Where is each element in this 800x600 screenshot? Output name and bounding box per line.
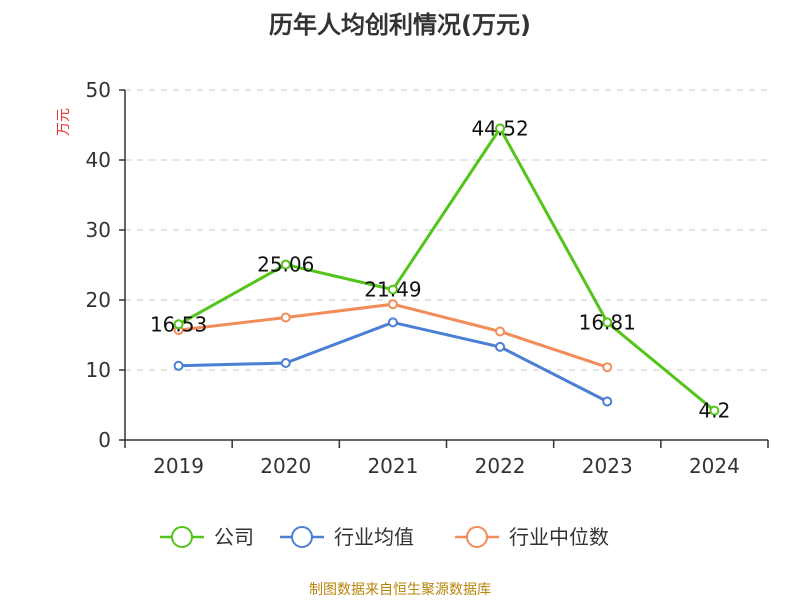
y-tick-label: 40 — [86, 148, 111, 172]
legend-item[interactable]: 行业均值 — [280, 525, 414, 549]
legend-item[interactable]: 行业中位数 — [455, 525, 609, 549]
data-point[interactable] — [495, 341, 506, 352]
legend-item[interactable]: 公司 — [160, 525, 254, 549]
legend-swatch-marker — [171, 526, 193, 548]
data-point[interactable] — [602, 396, 613, 407]
legend[interactable]: 公司 行业均值 行业中位数 — [160, 525, 609, 549]
y-tick-label: 10 — [86, 358, 111, 382]
data-point[interactable] — [495, 326, 506, 337]
data-label: 16.53 — [150, 312, 207, 336]
legend-label: 公司 — [214, 525, 254, 549]
y-tick-label: 50 — [86, 78, 111, 102]
data-point[interactable] — [495, 123, 506, 134]
legend-label: 行业均值 — [334, 525, 414, 549]
series-line — [177, 126, 716, 412]
source-note: 制图数据来自恒生聚源数据库 — [309, 582, 491, 598]
y-tick-label: 30 — [86, 218, 111, 242]
data-label: 4.2 — [699, 399, 731, 423]
legend-swatch-marker — [291, 526, 313, 548]
x-tick-label: 2022 — [475, 454, 526, 478]
data-point[interactable] — [280, 358, 291, 368]
y-tick-label: 20 — [86, 288, 111, 312]
x-tick-label: 2023 — [582, 454, 633, 478]
series-line — [178, 302, 608, 369]
data-labels: 16.53 25.06 21.49 44.52 16.81 4.2 — [150, 116, 730, 422]
data-point[interactable] — [387, 284, 398, 295]
data-point[interactable] — [709, 405, 720, 416]
grid-lines — [125, 89, 768, 371]
legend-label: 行业中位数 — [509, 525, 609, 549]
data-label: 21.49 — [364, 278, 421, 302]
y-axis-label: 万元 — [56, 108, 72, 136]
x-tick-label: 2019 — [153, 454, 204, 478]
x-tick-label: 2024 — [689, 454, 740, 478]
series-lines — [173, 123, 720, 416]
x-tick-label: 2020 — [260, 454, 311, 478]
y-tick-label: 0 — [98, 428, 111, 452]
data-label: 16.81 — [579, 310, 636, 334]
data-point[interactable] — [280, 312, 291, 323]
data-point[interactable] — [602, 362, 613, 373]
data-point[interactable] — [602, 317, 613, 328]
data-point[interactable] — [280, 259, 291, 270]
x-tick-label: 2021 — [367, 454, 418, 478]
series-line — [178, 320, 608, 403]
data-label: 25.06 — [257, 253, 314, 277]
data-point[interactable] — [387, 299, 398, 310]
data-point[interactable] — [173, 319, 184, 330]
data-label: 44.52 — [471, 116, 528, 140]
legend-swatch-marker — [466, 526, 488, 548]
data-point[interactable] — [173, 360, 184, 371]
data-point[interactable] — [387, 317, 398, 328]
chart-title: 历年人均创利情况(万元) — [269, 11, 531, 39]
axes: 0 10 20 30 40 50 2019 2020 2021 2022 2023 2024 — [86, 78, 769, 478]
